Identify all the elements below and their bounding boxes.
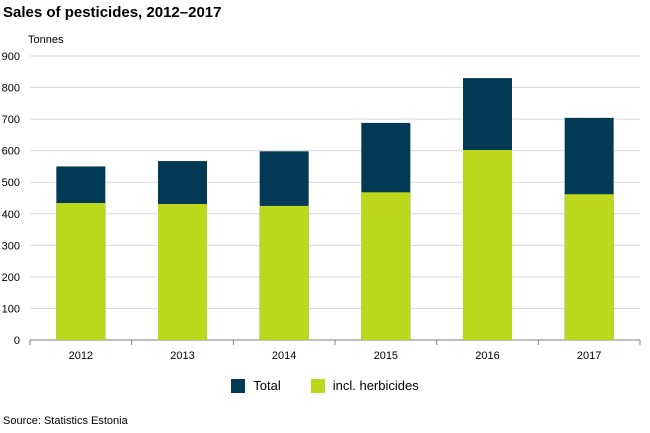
bar-herbicides: [56, 203, 106, 340]
legend-item-herbicides: incl. herbicides: [310, 378, 419, 393]
y-tick-label: 700: [2, 114, 20, 126]
y-tick-label: 400: [2, 209, 20, 221]
legend: Total incl. herbicides: [0, 378, 650, 393]
y-tick-label: 300: [2, 240, 20, 252]
x-tick-label: 2016: [475, 350, 499, 362]
x-tick-label: 2014: [272, 350, 296, 362]
legend-label-total: Total: [253, 378, 281, 393]
x-tick-label: 2012: [69, 350, 93, 362]
y-tick-label: 200: [2, 272, 20, 284]
legend-label-herbicides: incl. herbicides: [332, 378, 419, 393]
y-tick-label: 600: [2, 146, 20, 158]
y-axis-label: Tonnes: [28, 34, 64, 46]
bar-herbicides: [259, 205, 309, 340]
source-note: Source: Statistics Estonia: [3, 415, 128, 427]
y-tick-label: 0: [14, 335, 20, 347]
chart-title: Sales of pesticides, 2012–2017: [3, 4, 222, 21]
bar-herbicides: [463, 150, 512, 340]
bar-herbicides: [564, 194, 614, 340]
legend-item-total: Total: [231, 378, 281, 393]
bar-herbicides: [158, 203, 207, 340]
x-tick-label: 2017: [577, 350, 601, 362]
x-tick-label: 2015: [374, 350, 398, 362]
y-tick-label: 800: [2, 83, 20, 95]
y-tick-label: 100: [2, 303, 20, 315]
legend-swatch-herbicides: [310, 378, 325, 393]
legend-swatch-total: [231, 378, 246, 393]
y-tick-label: 900: [2, 51, 20, 63]
x-tick-label: 2013: [170, 350, 194, 362]
bar-herbicides: [361, 192, 411, 340]
bar-chart: 0 100 200 300 400 500 600 700 800 900 2012 2013 2014…: [2, 51, 641, 362]
y-tick-label: 500: [2, 177, 20, 189]
